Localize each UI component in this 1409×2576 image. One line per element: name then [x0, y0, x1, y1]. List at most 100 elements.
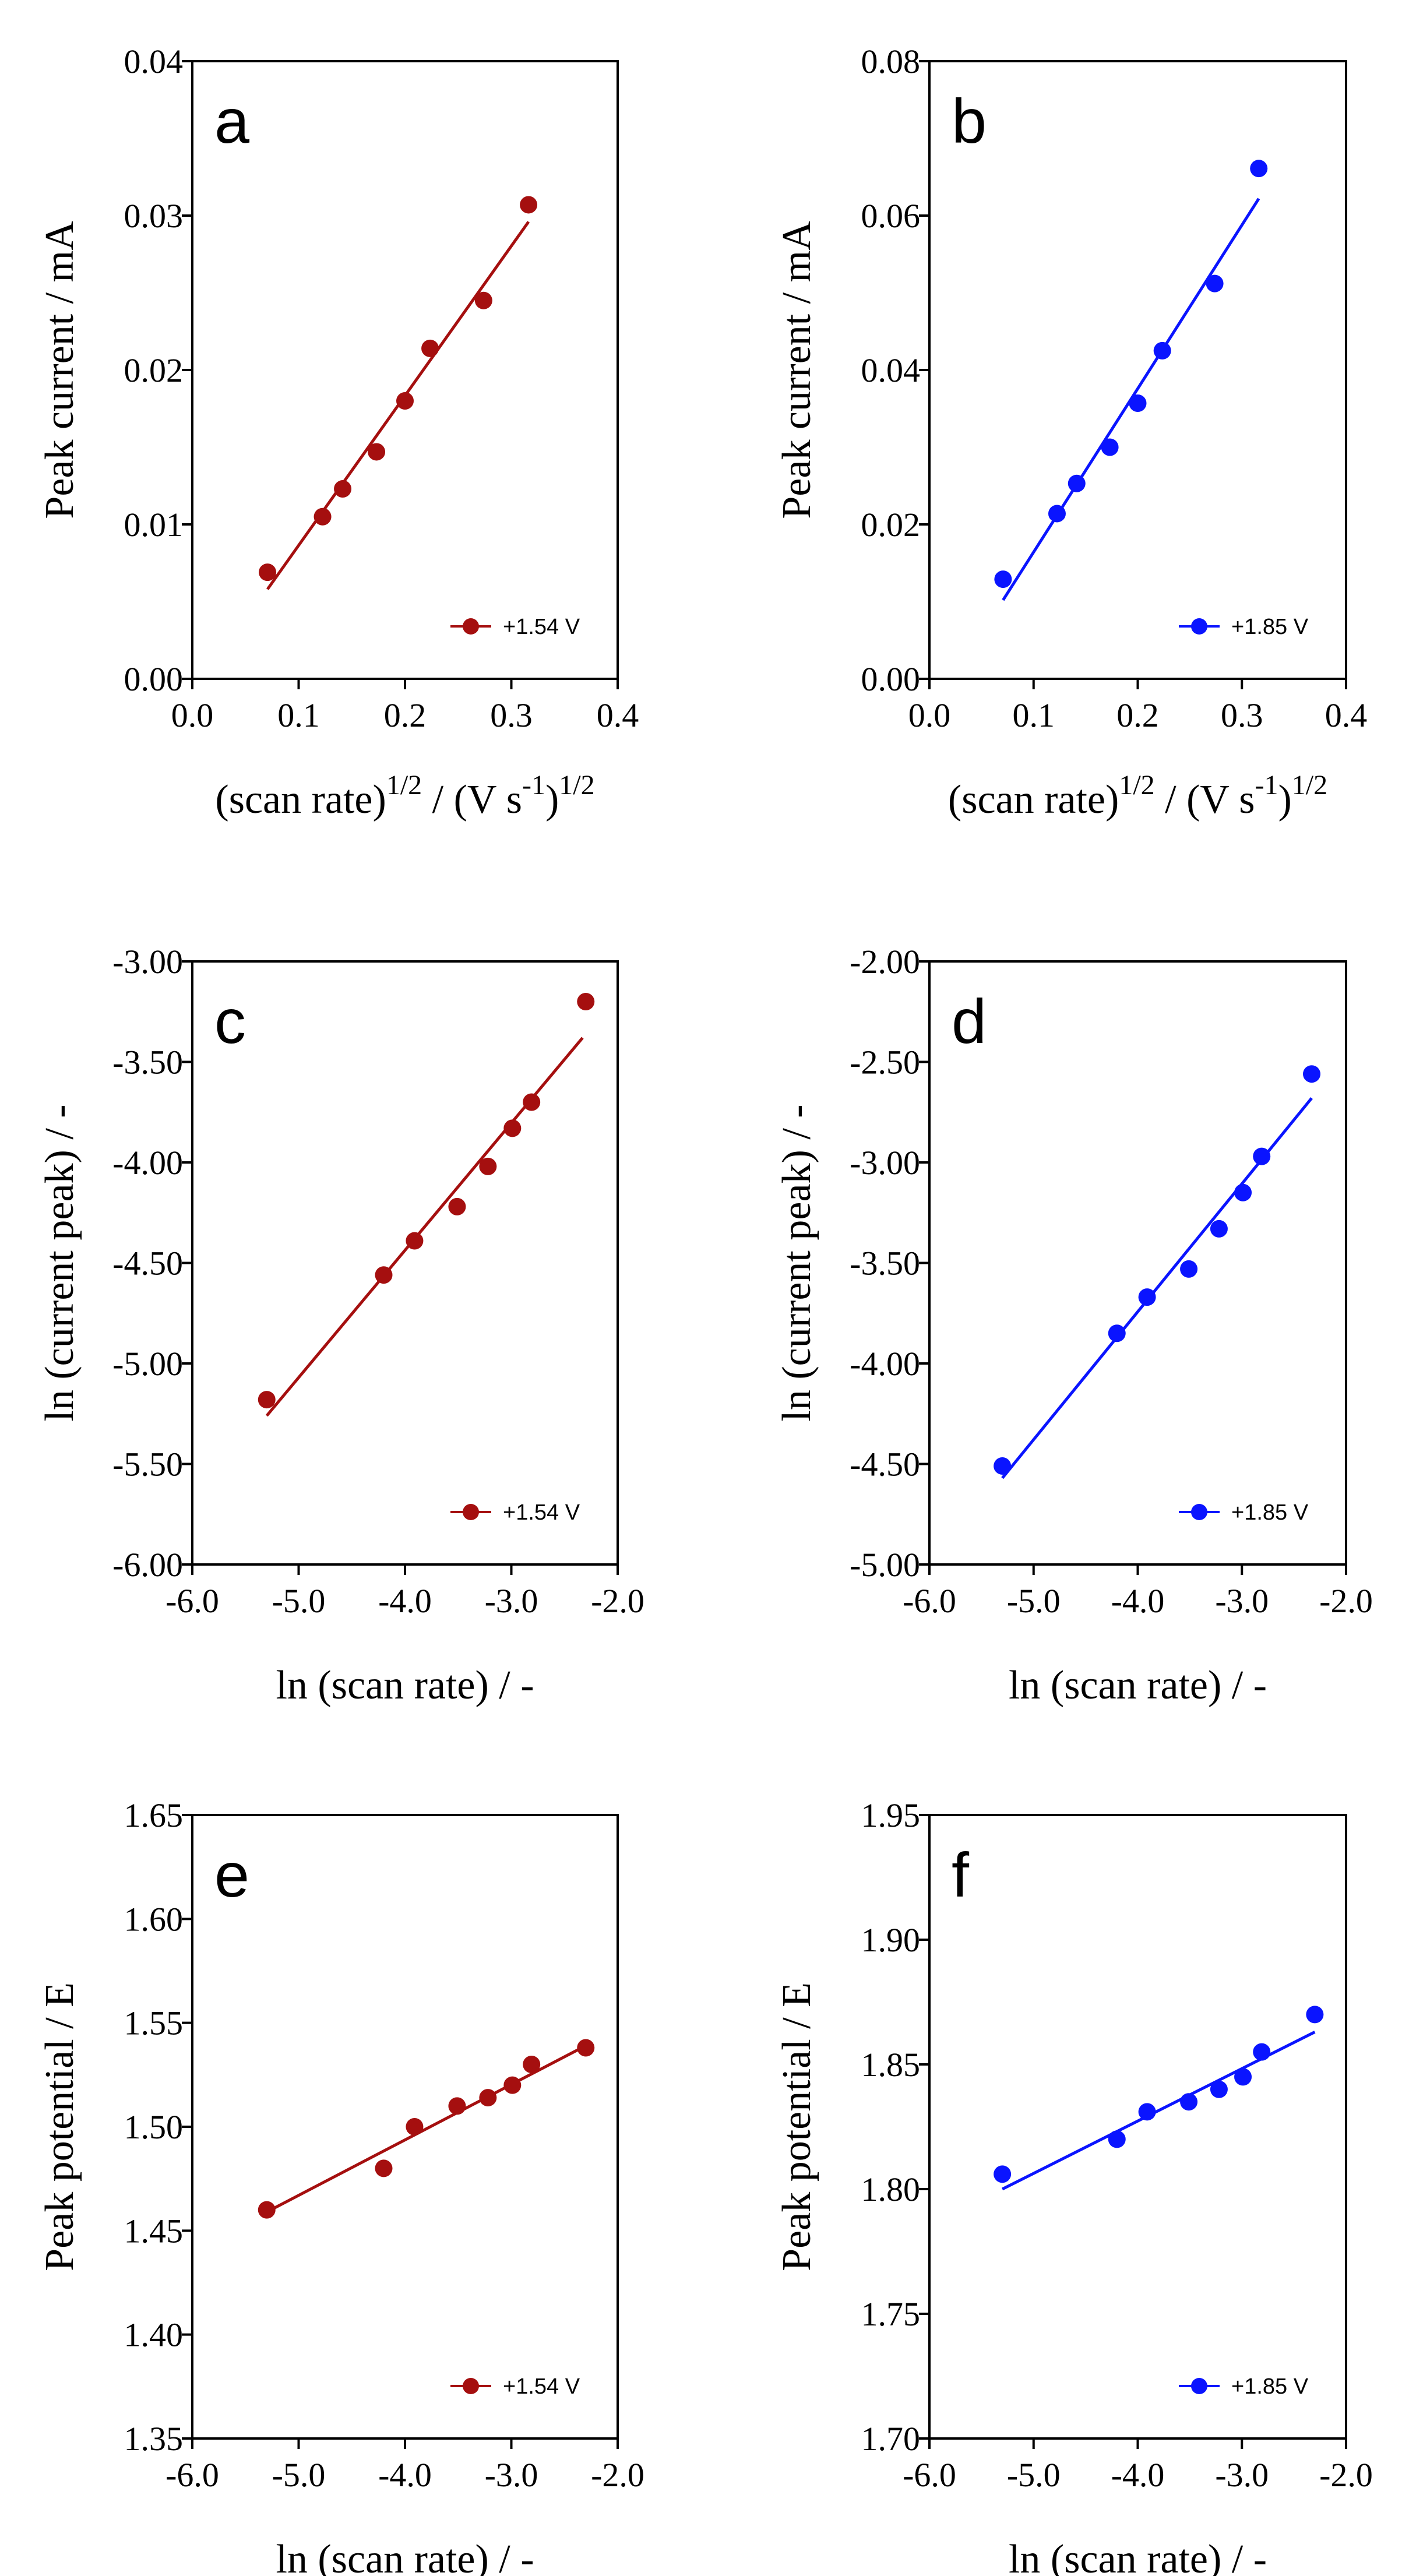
x-tick-label: -4.0: [378, 1582, 432, 1620]
x-axis-label-sup: 1/2: [1119, 770, 1154, 801]
plot-frame: [191, 60, 619, 680]
y-tick-label: 1.55: [124, 2004, 184, 2042]
legend-label: +1.85 V: [1231, 615, 1309, 639]
x-axis-label-text: ): [545, 777, 559, 822]
panel-e: -6.0 -5.0 -4.0 -3.0 -2.0 1.35 1.40 1.45 1.50 1.55…: [37, 1796, 644, 2576]
x-axis-label-text: (scan rate): [215, 777, 386, 822]
x-axis-label: ln (scan rate) / -: [276, 1663, 534, 1708]
data-point: [406, 2118, 424, 2135]
panel-letter: e: [214, 1840, 249, 1910]
y-tick-label: -6.00: [112, 1546, 183, 1584]
x-axis-label: ln (scan rate) / -: [1009, 1663, 1267, 1708]
y-tick-label: 0.08: [861, 43, 921, 80]
x-axis-label-text: ln (scan rate) / -: [1009, 2537, 1267, 2576]
data-point: [577, 993, 595, 1010]
plot-frame: [928, 1814, 1347, 2440]
x-tick-label: 0.3: [490, 696, 533, 734]
legend-marker: [463, 618, 479, 635]
fit-line: [266, 2044, 587, 2214]
panel-d: -6.0 -5.0 -4.0 -3.0 -2.0 -5.00 -4.50 -4.00 -3.50…: [774, 943, 1373, 1708]
y-tick-label: 0.02: [861, 506, 921, 544]
data-point: [577, 2039, 595, 2057]
data-point: [1108, 1324, 1126, 1342]
y-tick-label: 0.03: [124, 197, 184, 235]
x-axis-label-text: ): [1278, 777, 1291, 822]
x-tick-label: -6.0: [903, 2456, 956, 2494]
x-tick-label: -6.0: [903, 1582, 956, 1620]
data-point: [474, 291, 492, 309]
x-tick-label: -3.0: [1215, 1582, 1269, 1620]
plot-frame: [191, 960, 619, 1566]
x-tick-label: 0.2: [384, 696, 427, 734]
y-tick-label: 1.60: [124, 1900, 184, 1938]
panel-letter: c: [214, 986, 246, 1056]
legend-label: +1.54 V: [503, 2374, 580, 2399]
x-axis-label-text: ln (scan rate) / -: [276, 1663, 534, 1708]
panel-a: 0.0 0.1 0.2 0.3 0.4 0.00 0.01 0.02 0.03 0.04 (scan…: [37, 43, 639, 822]
legend-marker: [463, 1504, 479, 1520]
x-tick-label: -2.0: [1319, 2456, 1373, 2494]
y-tick-label: 0.06: [861, 197, 921, 235]
y-tick-label: 0.04: [861, 351, 921, 389]
x-tick-label: -4.0: [378, 2456, 432, 2494]
data-point: [258, 2201, 276, 2219]
data-point: [503, 2076, 522, 2094]
data-point: [994, 1457, 1012, 1475]
x-tick-label: -4.0: [1111, 1582, 1165, 1620]
y-tick-label: 1.70: [861, 2420, 921, 2458]
legend-label: +1.85 V: [1231, 2374, 1309, 2399]
y-tick-label: 1.85: [861, 2046, 921, 2084]
data-point: [1048, 505, 1066, 523]
y-tick-label: -3.50: [112, 1044, 183, 1081]
data-point: [448, 2097, 466, 2115]
x-axis-label: (scan rate)1/2 / (V s-1)1/2: [215, 770, 594, 822]
y-axis-label: Peak current / mA: [37, 221, 82, 519]
data-point: [1253, 1147, 1271, 1165]
y-tick-label: 1.50: [124, 2108, 184, 2146]
x-axis-label-text: / (V s: [1155, 777, 1255, 822]
x-tick-label: -6.0: [165, 2456, 219, 2494]
panel-f: -6.0 -5.0 -4.0 -3.0 -2.0 1.70 1.75 1.80 1.85 1.90…: [774, 1796, 1373, 2576]
legend-label: +1.54 V: [503, 1500, 580, 1525]
data-point: [994, 2165, 1012, 2183]
data-point: [1234, 2068, 1252, 2086]
x-tick-label: -6.0: [165, 1582, 219, 1620]
x-tick-label: 0.2: [1116, 696, 1159, 734]
x-tick-label: -5.0: [1007, 1582, 1061, 1620]
y-tick-label: 1.90: [861, 1921, 921, 1959]
data-point: [375, 1266, 393, 1284]
data-point: [479, 1157, 497, 1175]
legend-marker: [463, 2378, 479, 2394]
y-tick-label: -5.50: [112, 1446, 183, 1483]
data-point: [1180, 2093, 1198, 2111]
y-tick-label: -4.00: [112, 1144, 183, 1182]
data-point: [1138, 2103, 1156, 2121]
data-point: [520, 196, 538, 214]
x-tick-label: -3.0: [1215, 2456, 1269, 2494]
y-tick-label: 1.75: [861, 2295, 921, 2333]
data-point: [396, 392, 414, 410]
data-point: [375, 2159, 393, 2177]
x-axis-label: ln (scan rate) / -: [1009, 2537, 1267, 2576]
x-tick-label: 0.4: [1325, 696, 1368, 734]
x-tick-label: -3.0: [485, 2456, 538, 2494]
data-point: [1206, 274, 1224, 293]
x-axis-label-sup: 1/2: [386, 770, 422, 801]
data-point: [1101, 438, 1119, 456]
x-axis-label-text: / (V s: [422, 777, 522, 822]
data-point: [503, 1119, 522, 1137]
y-axis-label: Peak potential / E: [37, 1982, 82, 2271]
x-axis-label: (scan rate)1/2 / (V s-1)1/2: [948, 770, 1327, 822]
data-point: [1253, 2043, 1271, 2061]
panel-c: -6.0 -5.0 -4.0 -3.0 -2.0 -6.00 -5.50 -5.00 -4.50…: [37, 943, 644, 1708]
plot-frame: [928, 960, 1347, 1566]
data-point: [1153, 341, 1171, 360]
data-point: [1210, 2080, 1228, 2098]
data-point: [1250, 160, 1268, 178]
y-axis-label: Peak potential / E: [774, 1982, 819, 2271]
data-point: [1068, 474, 1086, 492]
y-tick-label: -5.00: [112, 1345, 183, 1383]
y-tick-label: -2.50: [850, 1044, 920, 1081]
data-point: [259, 563, 277, 582]
